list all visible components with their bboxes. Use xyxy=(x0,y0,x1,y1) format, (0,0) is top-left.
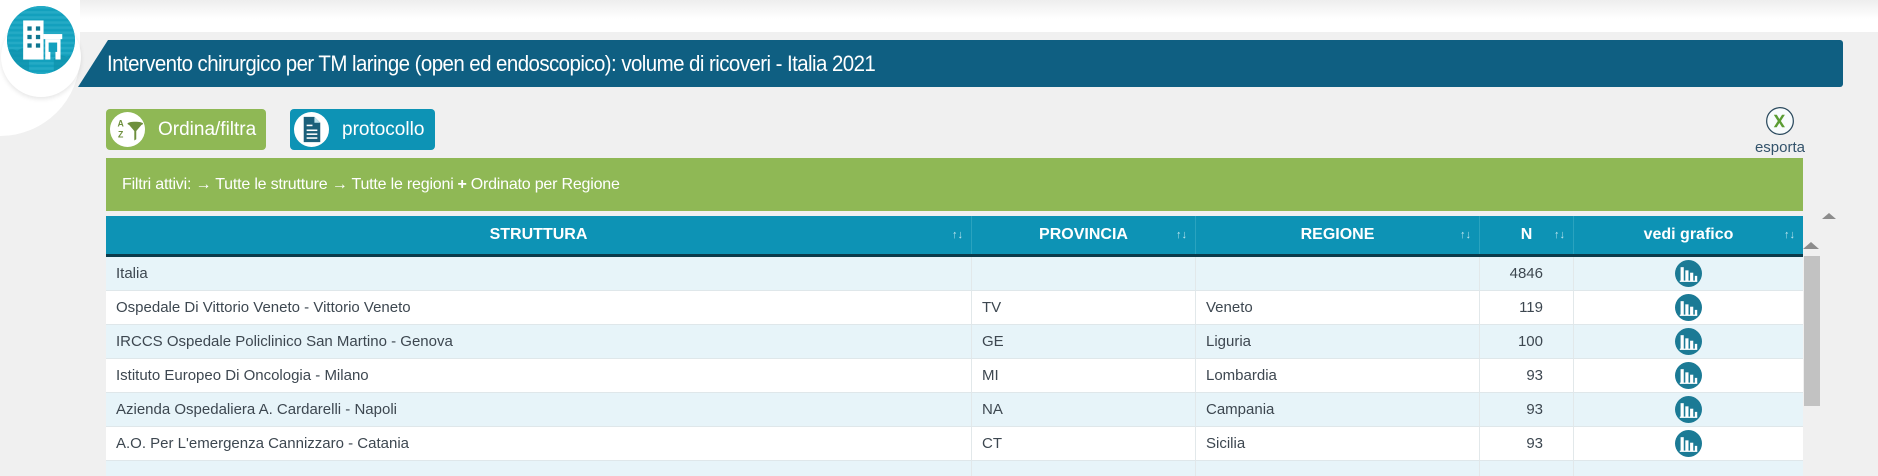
svg-text:Z: Z xyxy=(118,129,124,139)
svg-text:A: A xyxy=(118,119,125,129)
